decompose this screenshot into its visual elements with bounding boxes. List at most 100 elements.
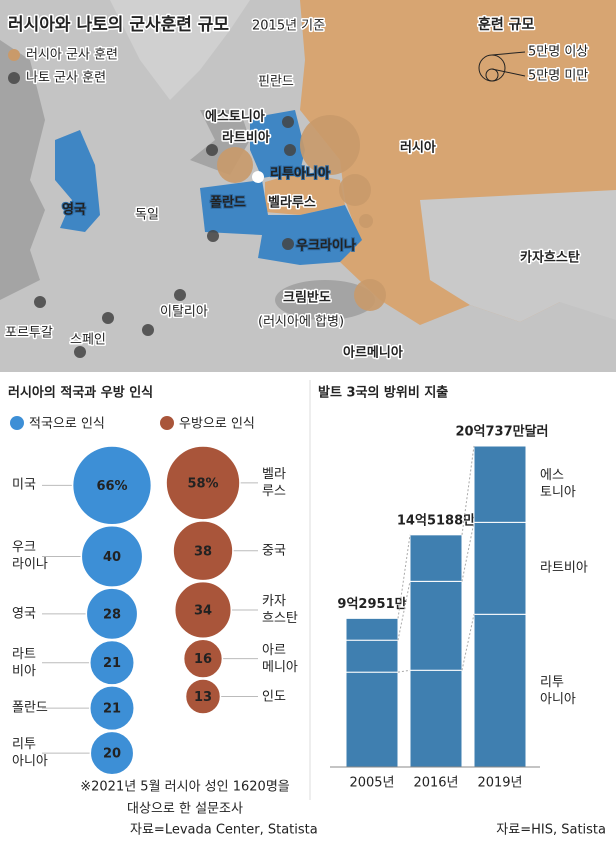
size-legend-label: 5만명 이상 bbox=[528, 45, 588, 60]
bubble bbox=[80, 525, 144, 588]
value-label: 20 bbox=[103, 747, 121, 762]
category-label: 2019년 bbox=[477, 776, 522, 791]
connector bbox=[461, 445, 475, 535]
drill-marker bbox=[339, 174, 371, 206]
category-label: 영국 bbox=[12, 606, 36, 622]
category-label: 아르 메니아 bbox=[262, 642, 298, 675]
bubble bbox=[173, 580, 233, 639]
map-label: 에스토니아 bbox=[205, 109, 265, 125]
map-label: 우크라이나 bbox=[296, 238, 356, 254]
map-label: (러시아에 합병) bbox=[258, 315, 344, 330]
bar-segment bbox=[409, 669, 463, 768]
value-label: 66% bbox=[96, 479, 127, 494]
drill-marker bbox=[354, 279, 386, 311]
connector bbox=[461, 522, 475, 582]
bar-segment bbox=[409, 534, 463, 582]
category-label: 인도 bbox=[262, 689, 286, 704]
legend-swatch bbox=[160, 416, 174, 430]
map-label: 스페인 bbox=[70, 333, 106, 348]
category-label: 벨라 루스 bbox=[262, 466, 286, 499]
leader bbox=[491, 51, 526, 56]
map-label: 아르메니아 bbox=[343, 345, 403, 361]
series-label: 라트비아 bbox=[540, 560, 588, 576]
bubble bbox=[89, 639, 135, 686]
source: 자료=Levada Center, Statista bbox=[130, 823, 318, 838]
map-label: 벨라루스 bbox=[268, 195, 316, 211]
map-label: 포르투갈 bbox=[5, 326, 53, 341]
value-label: 34 bbox=[194, 603, 212, 618]
series-label: 에스 토니아 bbox=[540, 468, 576, 501]
value-label: 40 bbox=[103, 550, 121, 565]
chart-title: 러시아의 적국과 우방 인식 bbox=[8, 385, 153, 401]
drill-marker bbox=[142, 324, 154, 336]
bubble bbox=[184, 678, 222, 715]
drill-marker bbox=[359, 214, 373, 228]
map-label: 리투아니아 bbox=[270, 166, 330, 182]
category-label: 라트 비아 bbox=[12, 646, 36, 679]
connector bbox=[397, 669, 411, 673]
size-legend-title: 훈련 규모 bbox=[478, 16, 535, 33]
value-label: 13 bbox=[194, 690, 212, 705]
value-label: 21 bbox=[103, 702, 121, 717]
map-label: 핀란드 bbox=[258, 75, 294, 90]
legend-label: 적국으로 인식 bbox=[29, 417, 105, 432]
map-label: 폴란드 bbox=[210, 196, 246, 211]
size-legend-label: 5만명 미만 bbox=[528, 69, 588, 84]
drill-marker bbox=[282, 238, 294, 250]
bar-segment bbox=[345, 639, 399, 673]
connector bbox=[461, 614, 475, 671]
drill-marker bbox=[282, 116, 294, 128]
value-label: 21 bbox=[103, 656, 121, 671]
map-label: 독일 bbox=[135, 208, 159, 223]
scandinavia bbox=[110, 0, 250, 100]
map-title: 러시아와 나토의 군사훈련 규모 bbox=[8, 14, 229, 35]
source: 자료=HIS, Satista bbox=[496, 823, 606, 838]
drill-marker bbox=[217, 147, 253, 183]
drill-marker bbox=[34, 296, 46, 308]
legend-swatch bbox=[10, 416, 24, 430]
drill-marker bbox=[174, 289, 186, 301]
bar-segment bbox=[409, 580, 463, 671]
map-label: 영국 bbox=[62, 203, 86, 218]
chart-title: 발트 3국의 방위비 지출 bbox=[318, 385, 448, 401]
value-label: 38 bbox=[194, 544, 212, 559]
russia-drills bbox=[217, 115, 386, 311]
ukraine-area bbox=[258, 205, 362, 265]
bubble bbox=[85, 587, 139, 641]
bar-segment bbox=[345, 617, 399, 641]
poland-area bbox=[200, 180, 268, 235]
map-label: 러시아 bbox=[400, 140, 436, 156]
map-subtitle: 2015년 기준 bbox=[252, 19, 325, 34]
note: 대상으로 한 설문조사 bbox=[127, 802, 243, 817]
series-label: 리투 아니아 bbox=[540, 674, 576, 707]
value-label: 28 bbox=[103, 607, 121, 622]
map-label: 크림반도 bbox=[283, 290, 331, 306]
map-label: 카자흐스탄 bbox=[520, 250, 580, 266]
belarus-area bbox=[265, 172, 345, 215]
drill-marker bbox=[102, 312, 114, 324]
category-label: 리투 아니아 bbox=[12, 737, 48, 770]
total-label: 20억737만달러 bbox=[455, 424, 548, 440]
bubble bbox=[71, 445, 153, 526]
drill-marker bbox=[300, 115, 360, 175]
uk-area bbox=[55, 130, 100, 232]
bar-segment bbox=[345, 671, 399, 768]
map-label: 라트비아 bbox=[222, 130, 270, 146]
total-label: 9억2951만 bbox=[337, 596, 406, 612]
black-sea bbox=[275, 280, 375, 320]
bar-segment bbox=[473, 613, 527, 768]
bubble bbox=[165, 445, 241, 521]
total-label: 14억5188만 bbox=[397, 512, 475, 528]
leader bbox=[491, 68, 526, 77]
category-label: 카자 흐스탄 bbox=[262, 593, 298, 626]
drill-marker bbox=[74, 346, 86, 358]
category-label: 중국 bbox=[262, 543, 286, 559]
map-label: 이탈리아 bbox=[160, 305, 208, 320]
nato-drills bbox=[34, 116, 296, 358]
bubble bbox=[89, 685, 135, 732]
value-label: 58% bbox=[187, 476, 218, 491]
category-label: 2005년 bbox=[349, 776, 394, 791]
bubble bbox=[89, 730, 135, 776]
highlight-marker bbox=[252, 171, 264, 183]
